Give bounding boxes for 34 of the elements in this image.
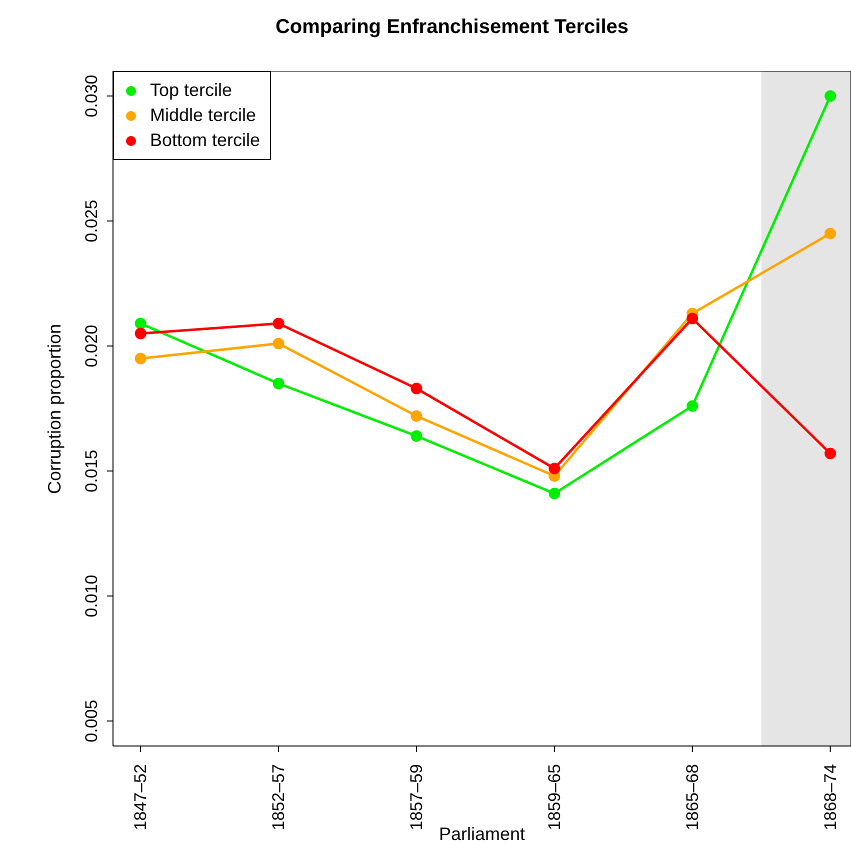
x-tick-label: 1857–59 [406, 764, 426, 830]
point [686, 400, 698, 412]
point [548, 462, 560, 474]
y-tick-label: 0.020 [82, 324, 101, 368]
point [824, 90, 836, 102]
point [272, 318, 284, 330]
y-tick-label: 0.015 [82, 450, 101, 492]
x-axis-title: Parliament [438, 824, 526, 844]
x-tick-label: 1868–74 [820, 764, 840, 830]
y-tick-label: 0.030 [82, 74, 101, 118]
point [410, 382, 422, 394]
y-tick-label: 0.005 [82, 700, 101, 742]
x-tick-label: 1865–68 [682, 764, 702, 830]
point [134, 352, 146, 364]
point [548, 488, 560, 500]
x-tick-label: 1847–52 [131, 764, 150, 830]
y-axis-title: Corruption proportion [44, 323, 66, 494]
legend-label: Bottom tercile [149, 129, 260, 152]
point [410, 410, 422, 422]
chart-title: Comparing Enfranchisement Terciles [274, 16, 630, 39]
x-tick-label: 1859–65 [544, 764, 564, 830]
y-tick-label: 0.025 [82, 200, 101, 242]
point [272, 338, 284, 350]
point [824, 448, 836, 460]
point [686, 312, 698, 324]
point [824, 228, 836, 240]
point [134, 318, 146, 330]
point [410, 430, 422, 442]
legend-label: Top tercile [149, 79, 234, 102]
point [134, 328, 146, 340]
point [272, 378, 284, 390]
legend-label: Middle tercile [149, 104, 258, 127]
y-tick-label: 0.010 [82, 574, 101, 618]
x-tick-label: 1852–57 [269, 764, 288, 830]
